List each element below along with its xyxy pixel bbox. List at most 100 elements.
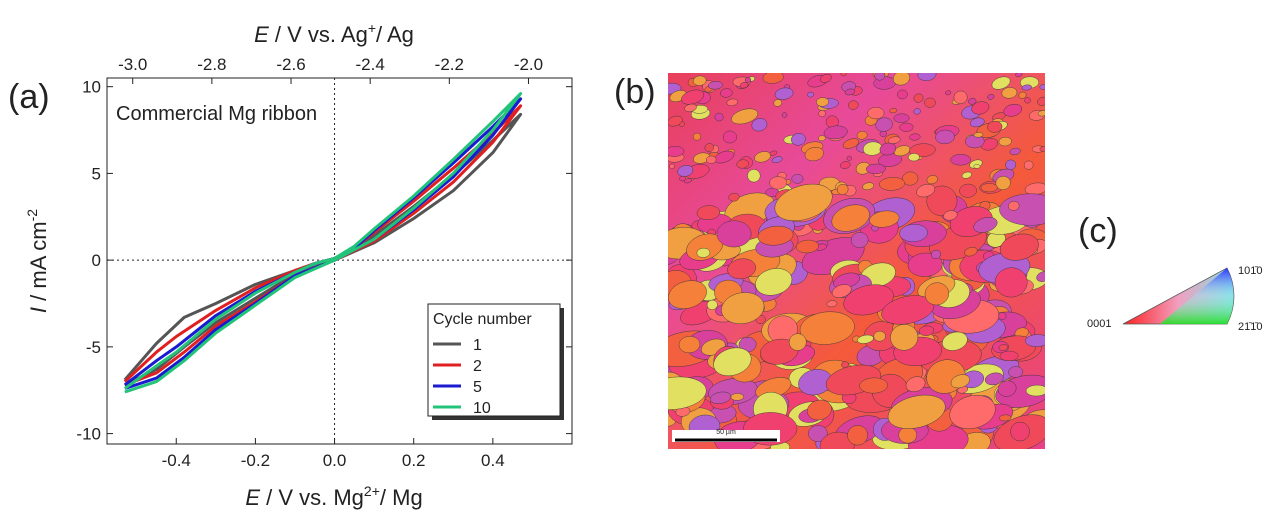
grain — [819, 73, 832, 83]
ipf-label: 101̄0 — [1238, 265, 1262, 277]
grain — [706, 299, 718, 310]
x-tick-label: 0.4 — [481, 451, 505, 470]
grain — [721, 292, 765, 325]
grain — [949, 395, 996, 430]
grain — [808, 425, 828, 442]
grain — [1025, 334, 1045, 347]
grain — [898, 426, 917, 444]
grain — [987, 120, 1003, 133]
grain — [862, 182, 875, 191]
axis-label-part: I — [26, 307, 51, 313]
grain — [892, 73, 911, 86]
grain — [1024, 97, 1031, 104]
grain — [823, 125, 848, 140]
grain — [1001, 87, 1018, 99]
grain — [865, 163, 886, 175]
grain — [807, 399, 832, 421]
grain — [1010, 421, 1030, 442]
y-axis-label: I / mA cm-2 — [24, 209, 51, 313]
grain — [818, 135, 826, 142]
grain — [959, 183, 977, 198]
ipf-label: 0001 — [1087, 318, 1111, 330]
grain — [999, 233, 1039, 261]
grain — [961, 171, 972, 179]
grain — [771, 156, 783, 164]
grain — [818, 110, 826, 118]
grain — [762, 73, 784, 84]
grain — [720, 88, 733, 98]
y-tick-label: -10 — [76, 425, 101, 444]
grain — [909, 133, 921, 141]
x2-tick-label: -3.0 — [118, 55, 147, 74]
grain — [692, 132, 701, 141]
axis-label-part: -2 — [24, 209, 40, 222]
grain — [831, 284, 852, 298]
grain — [905, 376, 926, 392]
axis-label-part: / Ag — [376, 22, 414, 47]
grain — [913, 93, 924, 103]
grain — [945, 90, 952, 96]
grain — [873, 330, 886, 342]
grain — [930, 249, 941, 260]
grain — [816, 97, 829, 107]
grain — [902, 171, 919, 186]
grain — [995, 175, 1011, 191]
grain — [1008, 366, 1024, 378]
x2-tick-label: -2.2 — [435, 55, 464, 74]
grain — [1018, 91, 1027, 99]
grain — [980, 183, 998, 193]
grain — [679, 175, 687, 182]
y-tick-label: 10 — [82, 78, 101, 97]
grain — [1015, 73, 1023, 77]
grain — [998, 136, 1012, 147]
grain — [1036, 271, 1045, 282]
grain — [755, 268, 793, 296]
x-tick-label: 0.2 — [402, 451, 426, 470]
grain — [999, 193, 1045, 226]
grain — [973, 132, 984, 138]
y-tick-label: 5 — [92, 164, 101, 183]
grain — [826, 300, 838, 308]
y-tick-label: 0 — [92, 251, 101, 270]
grain — [893, 145, 911, 157]
legend-label: 2 — [473, 358, 482, 375]
x2-tick-label: -2.6 — [276, 55, 305, 74]
grain — [850, 232, 869, 248]
grain — [842, 138, 860, 149]
grain — [1023, 160, 1034, 170]
grain — [714, 112, 724, 122]
grain — [969, 117, 985, 128]
grain — [668, 115, 683, 127]
axis-label-part: / mA cm — [26, 221, 51, 307]
scale-bar-label: 50 µm — [716, 429, 736, 436]
grain — [751, 118, 768, 132]
grain — [726, 98, 738, 107]
series-line — [123, 92, 523, 394]
grain — [677, 165, 694, 177]
grain — [917, 73, 937, 81]
axis-label-part: / V vs. Ag — [269, 22, 368, 47]
panel-label: (a) — [8, 78, 50, 116]
x-axis-label: E / V vs. Mg2+/ Mg — [245, 483, 422, 510]
grain — [987, 94, 995, 100]
grain — [668, 280, 707, 309]
plot-frame — [106, 77, 573, 445]
grain — [869, 210, 900, 228]
grain — [799, 311, 855, 345]
grain — [1009, 147, 1021, 156]
grain — [757, 225, 794, 246]
grain — [879, 177, 905, 191]
grain — [899, 224, 928, 242]
grain — [773, 99, 783, 107]
grain — [707, 81, 723, 90]
grain — [709, 391, 732, 404]
grain — [973, 164, 981, 169]
legend-label: 10 — [473, 400, 491, 417]
axis-label-part: / V vs. Mg — [260, 485, 364, 510]
grain — [998, 312, 1007, 320]
grain — [997, 380, 1017, 397]
grain — [887, 394, 946, 429]
x-tick-label: -0.2 — [241, 451, 270, 470]
grain — [727, 258, 756, 280]
grain — [1008, 201, 1020, 211]
